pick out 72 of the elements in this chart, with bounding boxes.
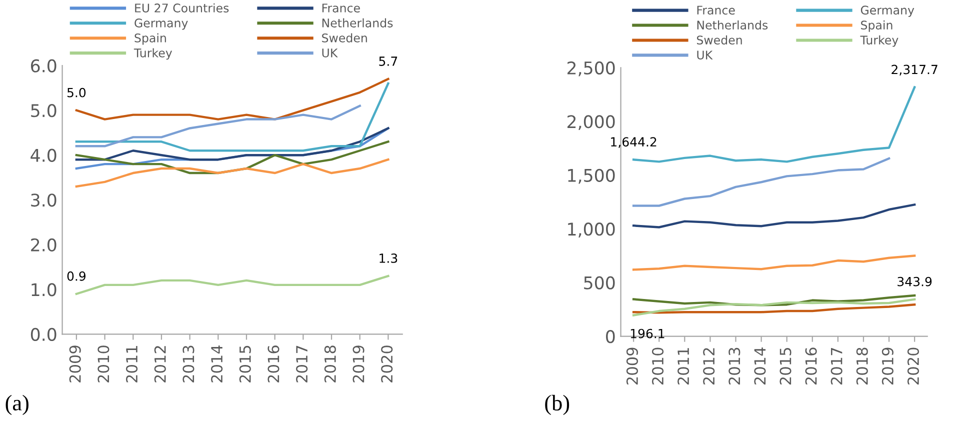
- line-series: [632, 298, 916, 316]
- y-tick-label: 0.0: [30, 328, 56, 342]
- x-tick-label: 2019: [352, 346, 364, 382]
- y-tick-label: 2,500: [567, 61, 615, 76]
- x-tick-label: 2020: [381, 346, 393, 382]
- line-series: [632, 294, 916, 306]
- y-tick-label: 0: [606, 330, 615, 344]
- legend-label: France: [322, 4, 360, 12]
- annotation: 1.3: [380, 253, 398, 263]
- x-tick-label: 2012: [154, 346, 166, 382]
- x-tick-label: 2016: [268, 346, 280, 382]
- line-series: [75, 158, 390, 188]
- annotation: 5.0: [67, 88, 86, 98]
- legend-label: Turkey: [134, 48, 172, 60]
- legend-label: Turkey: [860, 35, 898, 47]
- annotation: 2,317.7: [892, 64, 938, 76]
- x-tick-label: 2015: [780, 348, 792, 384]
- x-tick-label: 2014: [211, 345, 223, 382]
- y-tick-label: 500: [584, 276, 615, 290]
- line-series: [632, 303, 916, 314]
- x-tick-label: 2010: [98, 346, 110, 382]
- x-tick-label: 2011: [678, 348, 690, 384]
- legend-label: Spain: [861, 20, 892, 32]
- annotation: 343.9: [898, 276, 932, 286]
- line-series: [632, 157, 890, 207]
- text: (a): [6, 394, 28, 416]
- legend-label: Netherlands: [697, 20, 768, 30]
- x-tick-label: 2016: [805, 348, 817, 384]
- y-tick-label: 3.0: [31, 194, 56, 207]
- line-series: [75, 104, 361, 148]
- annotation: 5.7: [379, 56, 398, 66]
- y-tick-label: 1.0: [32, 283, 56, 296]
- y-tick-label: 2.0: [31, 238, 56, 252]
- x-tick-label: 2013: [728, 348, 740, 384]
- y-tick-label: 2,000: [567, 115, 615, 130]
- line-series: [632, 254, 916, 271]
- x-tick-label: 2010: [652, 348, 664, 384]
- x-tick-label: 2017: [296, 346, 308, 382]
- x-tick-label: 2018: [324, 346, 336, 382]
- legend-label: Sweden: [696, 35, 742, 45]
- annotation: 1,644.2: [611, 137, 656, 148]
- annotation: 196.1: [630, 328, 664, 338]
- legend-label: Spain: [134, 33, 166, 45]
- legend-label: UK: [322, 48, 338, 58]
- legend-label: France: [697, 6, 735, 15]
- x-tick-label: 2009: [626, 348, 638, 384]
- line-series: [75, 140, 390, 174]
- y-tick-label: 4.0: [30, 148, 56, 162]
- legend-label: Germany: [134, 18, 188, 30]
- x-tick-label: 2011: [126, 346, 138, 382]
- y-tick-label: 6.0: [31, 59, 56, 72]
- legend-label: EU 27 Countries: [135, 3, 229, 12]
- y-tick-label: 1,500: [568, 168, 615, 184]
- legend-label: UK: [697, 50, 713, 60]
- x-tick-label: 2018: [856, 348, 868, 384]
- x-tick-label: 2013: [182, 346, 194, 382]
- line-series: [632, 204, 916, 228]
- x-tick-label: 2017: [830, 348, 842, 384]
- line-series: [75, 127, 390, 161]
- x-tick-label: 2019: [882, 348, 894, 384]
- y-tick-label: 1,000: [568, 222, 615, 238]
- legend-label: Netherlands: [322, 18, 393, 28]
- annotation: 0.9: [67, 271, 86, 281]
- y-tick-label: 5.0: [31, 104, 56, 118]
- x-tick-label: 2009: [69, 346, 81, 382]
- legend-label: Sweden: [322, 33, 367, 42]
- x-tick-label: 2014: [754, 348, 766, 384]
- x-tick-label: 2015: [239, 346, 251, 382]
- x-tick-label: 2012: [703, 348, 715, 384]
- legend-label: Germany: [860, 6, 914, 17]
- x-tick-label: 2020: [907, 348, 920, 384]
- text: (b): [545, 394, 570, 416]
